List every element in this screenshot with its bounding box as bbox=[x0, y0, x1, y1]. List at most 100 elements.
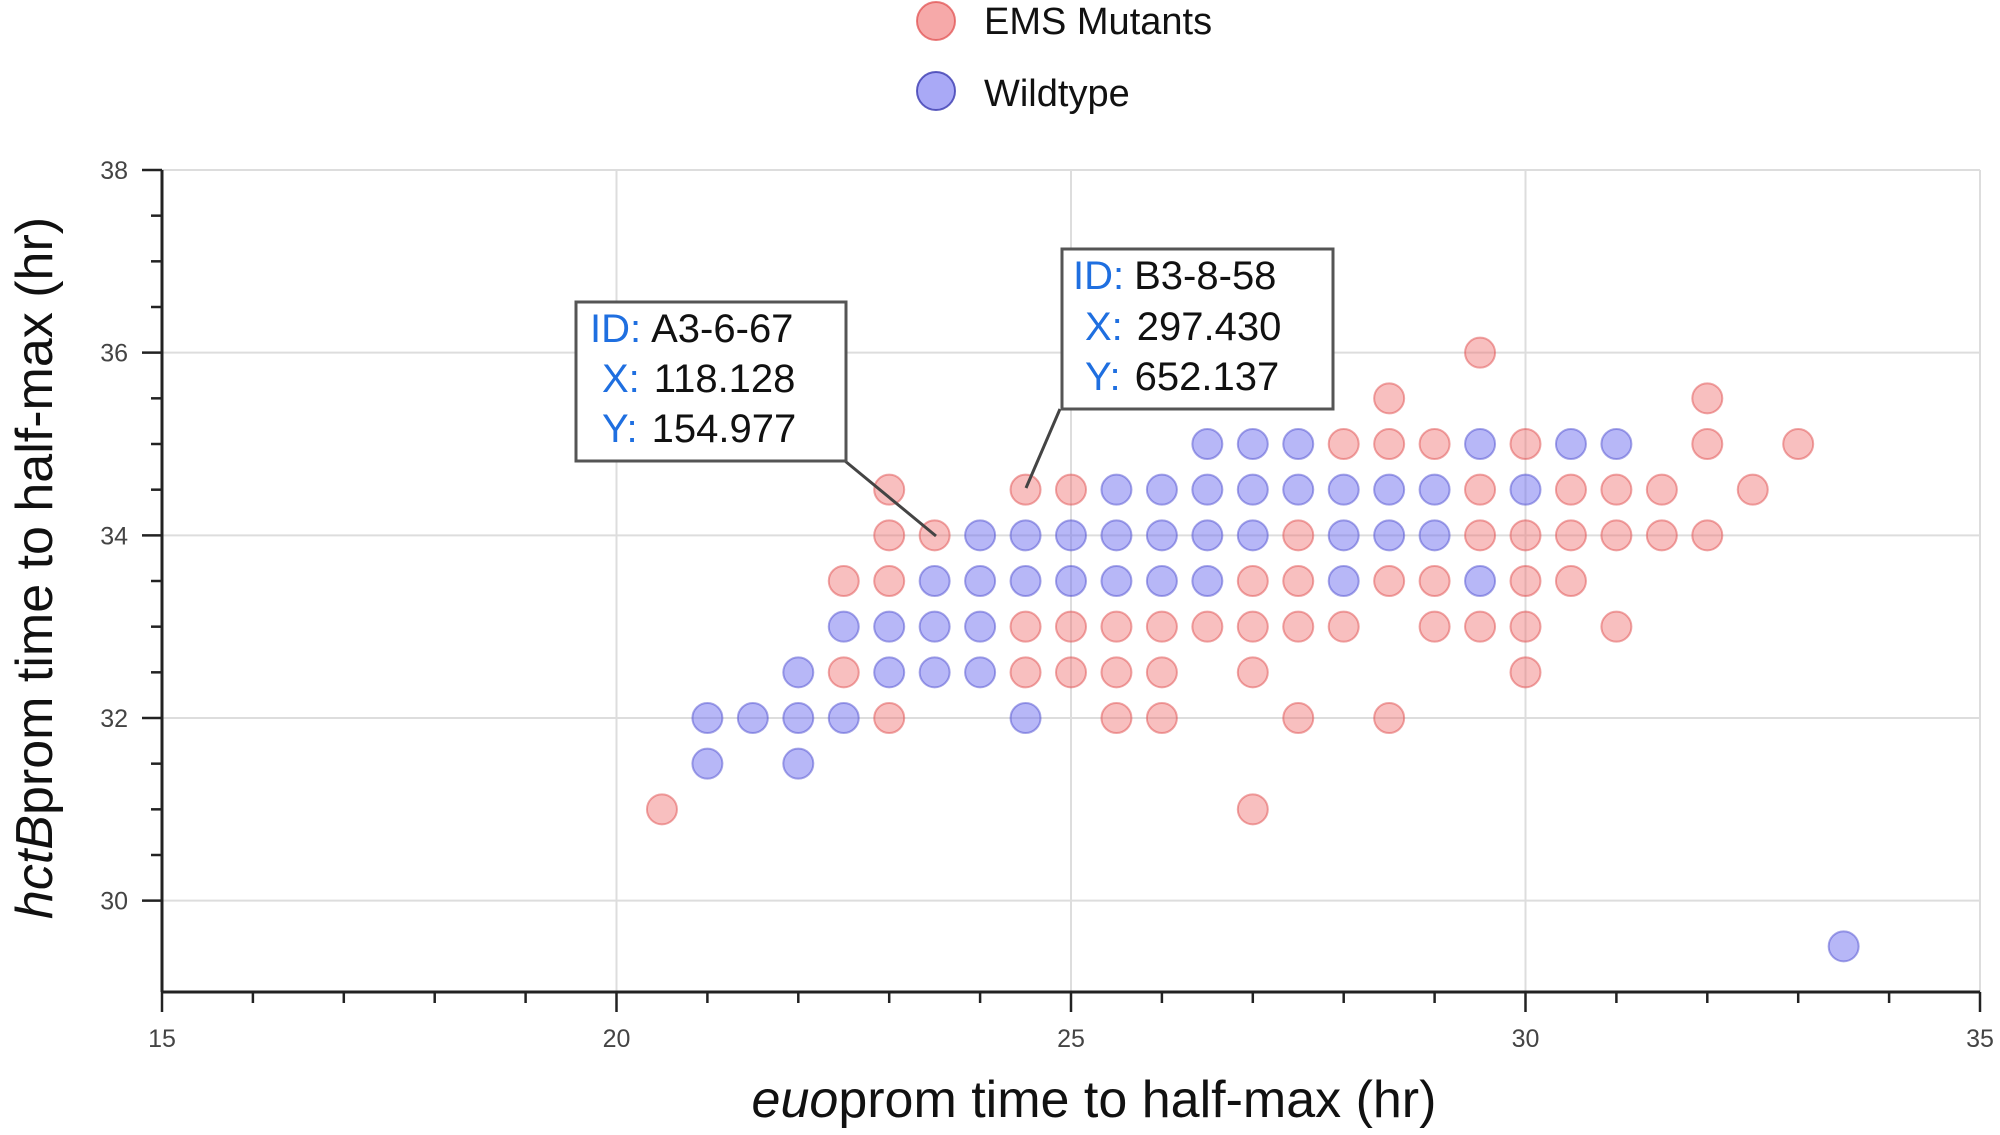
ems-mutant-point-18 bbox=[1145, 656, 1178, 689]
x-tick-label-30: 30 bbox=[1512, 1025, 1540, 1053]
wildtype-point-9 bbox=[873, 656, 906, 689]
x-tick-label-15: 15 bbox=[148, 1025, 176, 1053]
legend: EMS Mutants Wildtype bbox=[916, 1, 1212, 115]
ems-mutant-point-48 bbox=[1554, 519, 1587, 552]
ems-mutant-point-20 bbox=[1191, 610, 1224, 643]
annotation-row-y: Y: 652.137 bbox=[1085, 355, 1279, 399]
wildtype-point-46 bbox=[1509, 473, 1542, 506]
ems-mutant-point-32 bbox=[1373, 428, 1406, 460]
annotation-row-id: ID: A3-6-67 bbox=[590, 307, 793, 351]
legend-label-wildtype: Wildtype bbox=[984, 73, 1130, 115]
ems-mutant-point-21 bbox=[1236, 565, 1269, 597]
annotation-row-id: ID: B3-8-58 bbox=[1073, 254, 1276, 298]
ems-mutant-point-59 bbox=[1782, 428, 1815, 460]
annotation-b3-8-58: ID: B3-8-58 X: 297.430 Y: 652.137 bbox=[1024, 247, 1335, 489]
annotation-x-label: X: bbox=[602, 357, 640, 401]
wildtype-point-45 bbox=[1464, 565, 1497, 597]
ems-mutant-point-37 bbox=[1418, 610, 1451, 643]
ems-mutant-point-47 bbox=[1554, 473, 1587, 506]
annotation-id-value: B3-8-58 bbox=[1134, 254, 1276, 298]
wildtype-point-31 bbox=[1191, 565, 1224, 597]
ems-mutant-point-2 bbox=[873, 519, 906, 552]
ems-mutant-point-35 bbox=[1418, 428, 1451, 460]
ems-mutant-point-25 bbox=[1282, 519, 1315, 552]
legend-item-wildtype[interactable]: Wildtype bbox=[916, 71, 1130, 115]
ems-mutant-point-13 bbox=[1055, 656, 1087, 689]
annotation-box bbox=[1060, 247, 1335, 411]
ems-mutant-point-36 bbox=[1418, 565, 1451, 597]
ems-mutant-point-26 bbox=[1282, 565, 1315, 597]
ems-mutant-point-3 bbox=[873, 565, 906, 597]
wildtype-point-10 bbox=[918, 565, 951, 597]
ems-mutant-point-15 bbox=[1100, 656, 1133, 689]
ems-mutant-point-38 bbox=[1464, 336, 1497, 369]
wildtype-point-1 bbox=[691, 747, 724, 780]
ems-mutant-point-9 bbox=[1009, 610, 1042, 643]
y-tick-label-30: 30 bbox=[100, 888, 128, 916]
y-tick-label-32: 32 bbox=[100, 705, 128, 733]
y-tick-label-34: 34 bbox=[100, 522, 128, 550]
wildtype-point-41 bbox=[1373, 519, 1406, 552]
ems-mutant-point-43 bbox=[1509, 519, 1542, 552]
ems-mutant-point-27 bbox=[1282, 610, 1315, 643]
annotation-id-label: ID: bbox=[1073, 254, 1124, 298]
wildtype-point-38 bbox=[1327, 519, 1360, 552]
ems-mutant-point-28 bbox=[1282, 702, 1315, 734]
wildtype-point-33 bbox=[1236, 473, 1269, 506]
wildtype-point-15 bbox=[964, 610, 997, 643]
x-axis-title: euoprom time to half-max (hr) bbox=[752, 1071, 1437, 1129]
wildtype-point-16 bbox=[964, 656, 997, 689]
wildtype-point-7 bbox=[827, 702, 860, 734]
wildtype-point-34 bbox=[1236, 519, 1269, 552]
ems-mutant-point-17 bbox=[1145, 610, 1178, 643]
y-axis-title: hctBprom time to half-max (hr) bbox=[6, 217, 64, 919]
wildtype-point-3 bbox=[782, 656, 815, 689]
y-axis-title-italic: hctB bbox=[6, 815, 64, 919]
wildtype-point-39 bbox=[1327, 565, 1360, 597]
ems-mutant-point-42 bbox=[1509, 428, 1542, 460]
ems-mutant-point-53 bbox=[1645, 473, 1678, 506]
ems-mutant-point-31 bbox=[1373, 382, 1406, 415]
annotation-a3-6-67: ID: A3-6-67 X: 118.128 Y: 154.977 bbox=[574, 300, 937, 538]
wildtype-point-43 bbox=[1418, 519, 1451, 552]
wildtype-point-36 bbox=[1282, 473, 1315, 506]
ems-mutant-point-34 bbox=[1373, 702, 1406, 734]
ems-mutant-point-22 bbox=[1236, 610, 1269, 643]
wildtype-point-44 bbox=[1464, 428, 1497, 460]
annotation-id-label: ID: bbox=[590, 307, 641, 351]
wildtype-point-49 bbox=[1827, 930, 1860, 963]
ems-mutant-point-33 bbox=[1373, 565, 1406, 597]
wildtype-point-18 bbox=[1009, 565, 1042, 597]
legend-marker-ems-mutants bbox=[916, 1, 956, 41]
ems-mutant-point-40 bbox=[1464, 519, 1497, 552]
ems-mutant-point-56 bbox=[1691, 428, 1724, 460]
wildtype-point-30 bbox=[1191, 519, 1224, 552]
annotation-leader bbox=[1024, 408, 1062, 489]
wildtype-point-22 bbox=[1100, 473, 1133, 506]
ems-mutant-point-0 bbox=[645, 793, 678, 826]
y-tick-label-36: 36 bbox=[100, 340, 128, 368]
ems-mutant-point-51 bbox=[1600, 519, 1633, 552]
ems-mutant-point-30 bbox=[1327, 610, 1360, 643]
annotation-x-value: 118.128 bbox=[654, 357, 796, 401]
legend-label-ems-mutants: EMS Mutants bbox=[984, 1, 1212, 43]
wildtype-point-6 bbox=[827, 610, 860, 643]
legend-item-ems-mutants[interactable]: EMS Mutants bbox=[916, 1, 1212, 43]
data-points bbox=[645, 336, 1860, 963]
ems-mutant-point-50 bbox=[1600, 473, 1633, 506]
wildtype-point-29 bbox=[1191, 473, 1224, 506]
ems-mutant-point-12 bbox=[1055, 610, 1087, 643]
ems-mutant-point-10 bbox=[1009, 656, 1042, 689]
wildtype-point-23 bbox=[1100, 519, 1133, 552]
annotation-id-value: A3-6-67 bbox=[651, 307, 793, 351]
wildtype-point-5 bbox=[782, 747, 815, 780]
wildtype-point-4 bbox=[782, 702, 815, 734]
ems-mutant-point-52 bbox=[1600, 610, 1633, 643]
legend-marker-wildtype bbox=[916, 71, 956, 111]
wildtype-point-19 bbox=[1009, 702, 1042, 734]
ems-mutant-point-6 bbox=[827, 656, 860, 689]
ems-mutant-point-55 bbox=[1691, 382, 1724, 415]
wildtype-point-48 bbox=[1600, 428, 1633, 460]
ems-mutant-point-23 bbox=[1236, 656, 1269, 689]
